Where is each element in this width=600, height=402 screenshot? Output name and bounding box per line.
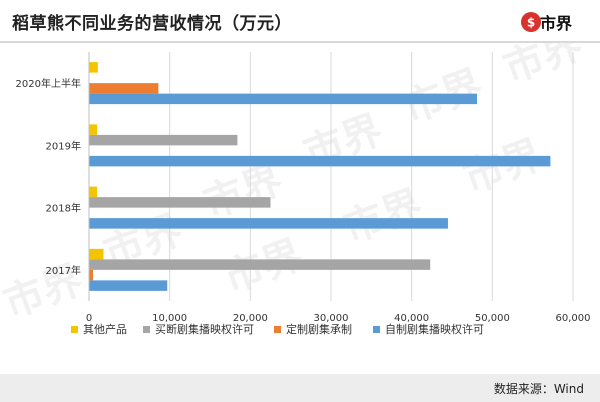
bar <box>89 134 238 146</box>
bar <box>89 83 159 94</box>
watermark-text: 市界 <box>198 157 289 228</box>
bar <box>89 269 94 281</box>
source-note: 数据来源：Wind <box>493 382 584 396</box>
bar <box>89 218 448 229</box>
bar <box>89 259 431 270</box>
bar <box>89 62 98 73</box>
x-tick-label: 30,000 <box>314 313 349 324</box>
footer-bar <box>0 374 600 402</box>
legend-label: 自制剧集播映权许可 <box>385 322 484 336</box>
bar <box>89 248 104 260</box>
category-label: 2019年 <box>46 139 81 152</box>
bar <box>89 186 98 198</box>
header-divider <box>0 41 600 43</box>
bar <box>89 155 551 167</box>
category-label: 2020年上半年 <box>16 77 81 90</box>
category-label: 2017年 <box>46 264 81 277</box>
legend-swatch <box>274 326 281 333</box>
legend-swatch <box>71 326 78 333</box>
legend-swatch <box>143 326 150 333</box>
bar <box>89 124 98 135</box>
axes: 0 10,000 20,000 30,000 40,000 50,000 60,000 201… <box>16 52 591 324</box>
category-label: 2018年 <box>46 202 81 215</box>
legend-label: 买断剧集播映权许可 <box>155 322 254 336</box>
svg-text:$: $ <box>527 16 535 30</box>
x-tick-label: 0 <box>86 313 92 324</box>
logo-text: 市界 <box>540 14 573 33</box>
brand-logo: $ <box>521 12 541 32</box>
legend-swatch <box>373 326 380 333</box>
chart-legend: 其他产品 买断剧集播映权许可 定制剧集承制 自制剧集播映权许可 <box>71 322 484 336</box>
x-tick-label: 20,000 <box>233 313 268 324</box>
x-tick-label: 60,000 <box>556 313 591 324</box>
watermark-text: 市界 <box>338 182 429 253</box>
bar <box>89 197 271 208</box>
bar <box>89 280 168 291</box>
x-tick-label: 50,000 <box>475 313 510 324</box>
watermark-text: 市界 <box>458 132 549 203</box>
page-title: 稻草熊不同业务的营收情况（万元） <box>12 14 292 34</box>
logo-mark-icon <box>521 12 541 32</box>
x-tick-label: 40,000 <box>394 313 429 324</box>
legend-label: 其他产品 <box>83 322 127 336</box>
x-tick-label: 10,000 <box>152 313 187 324</box>
watermark-text: 市界 <box>498 43 589 92</box>
legend-label: 定制剧集承制 <box>286 322 352 336</box>
bar-series <box>89 62 551 291</box>
watermark-text: 市界 <box>298 107 389 178</box>
bar <box>89 93 478 105</box>
